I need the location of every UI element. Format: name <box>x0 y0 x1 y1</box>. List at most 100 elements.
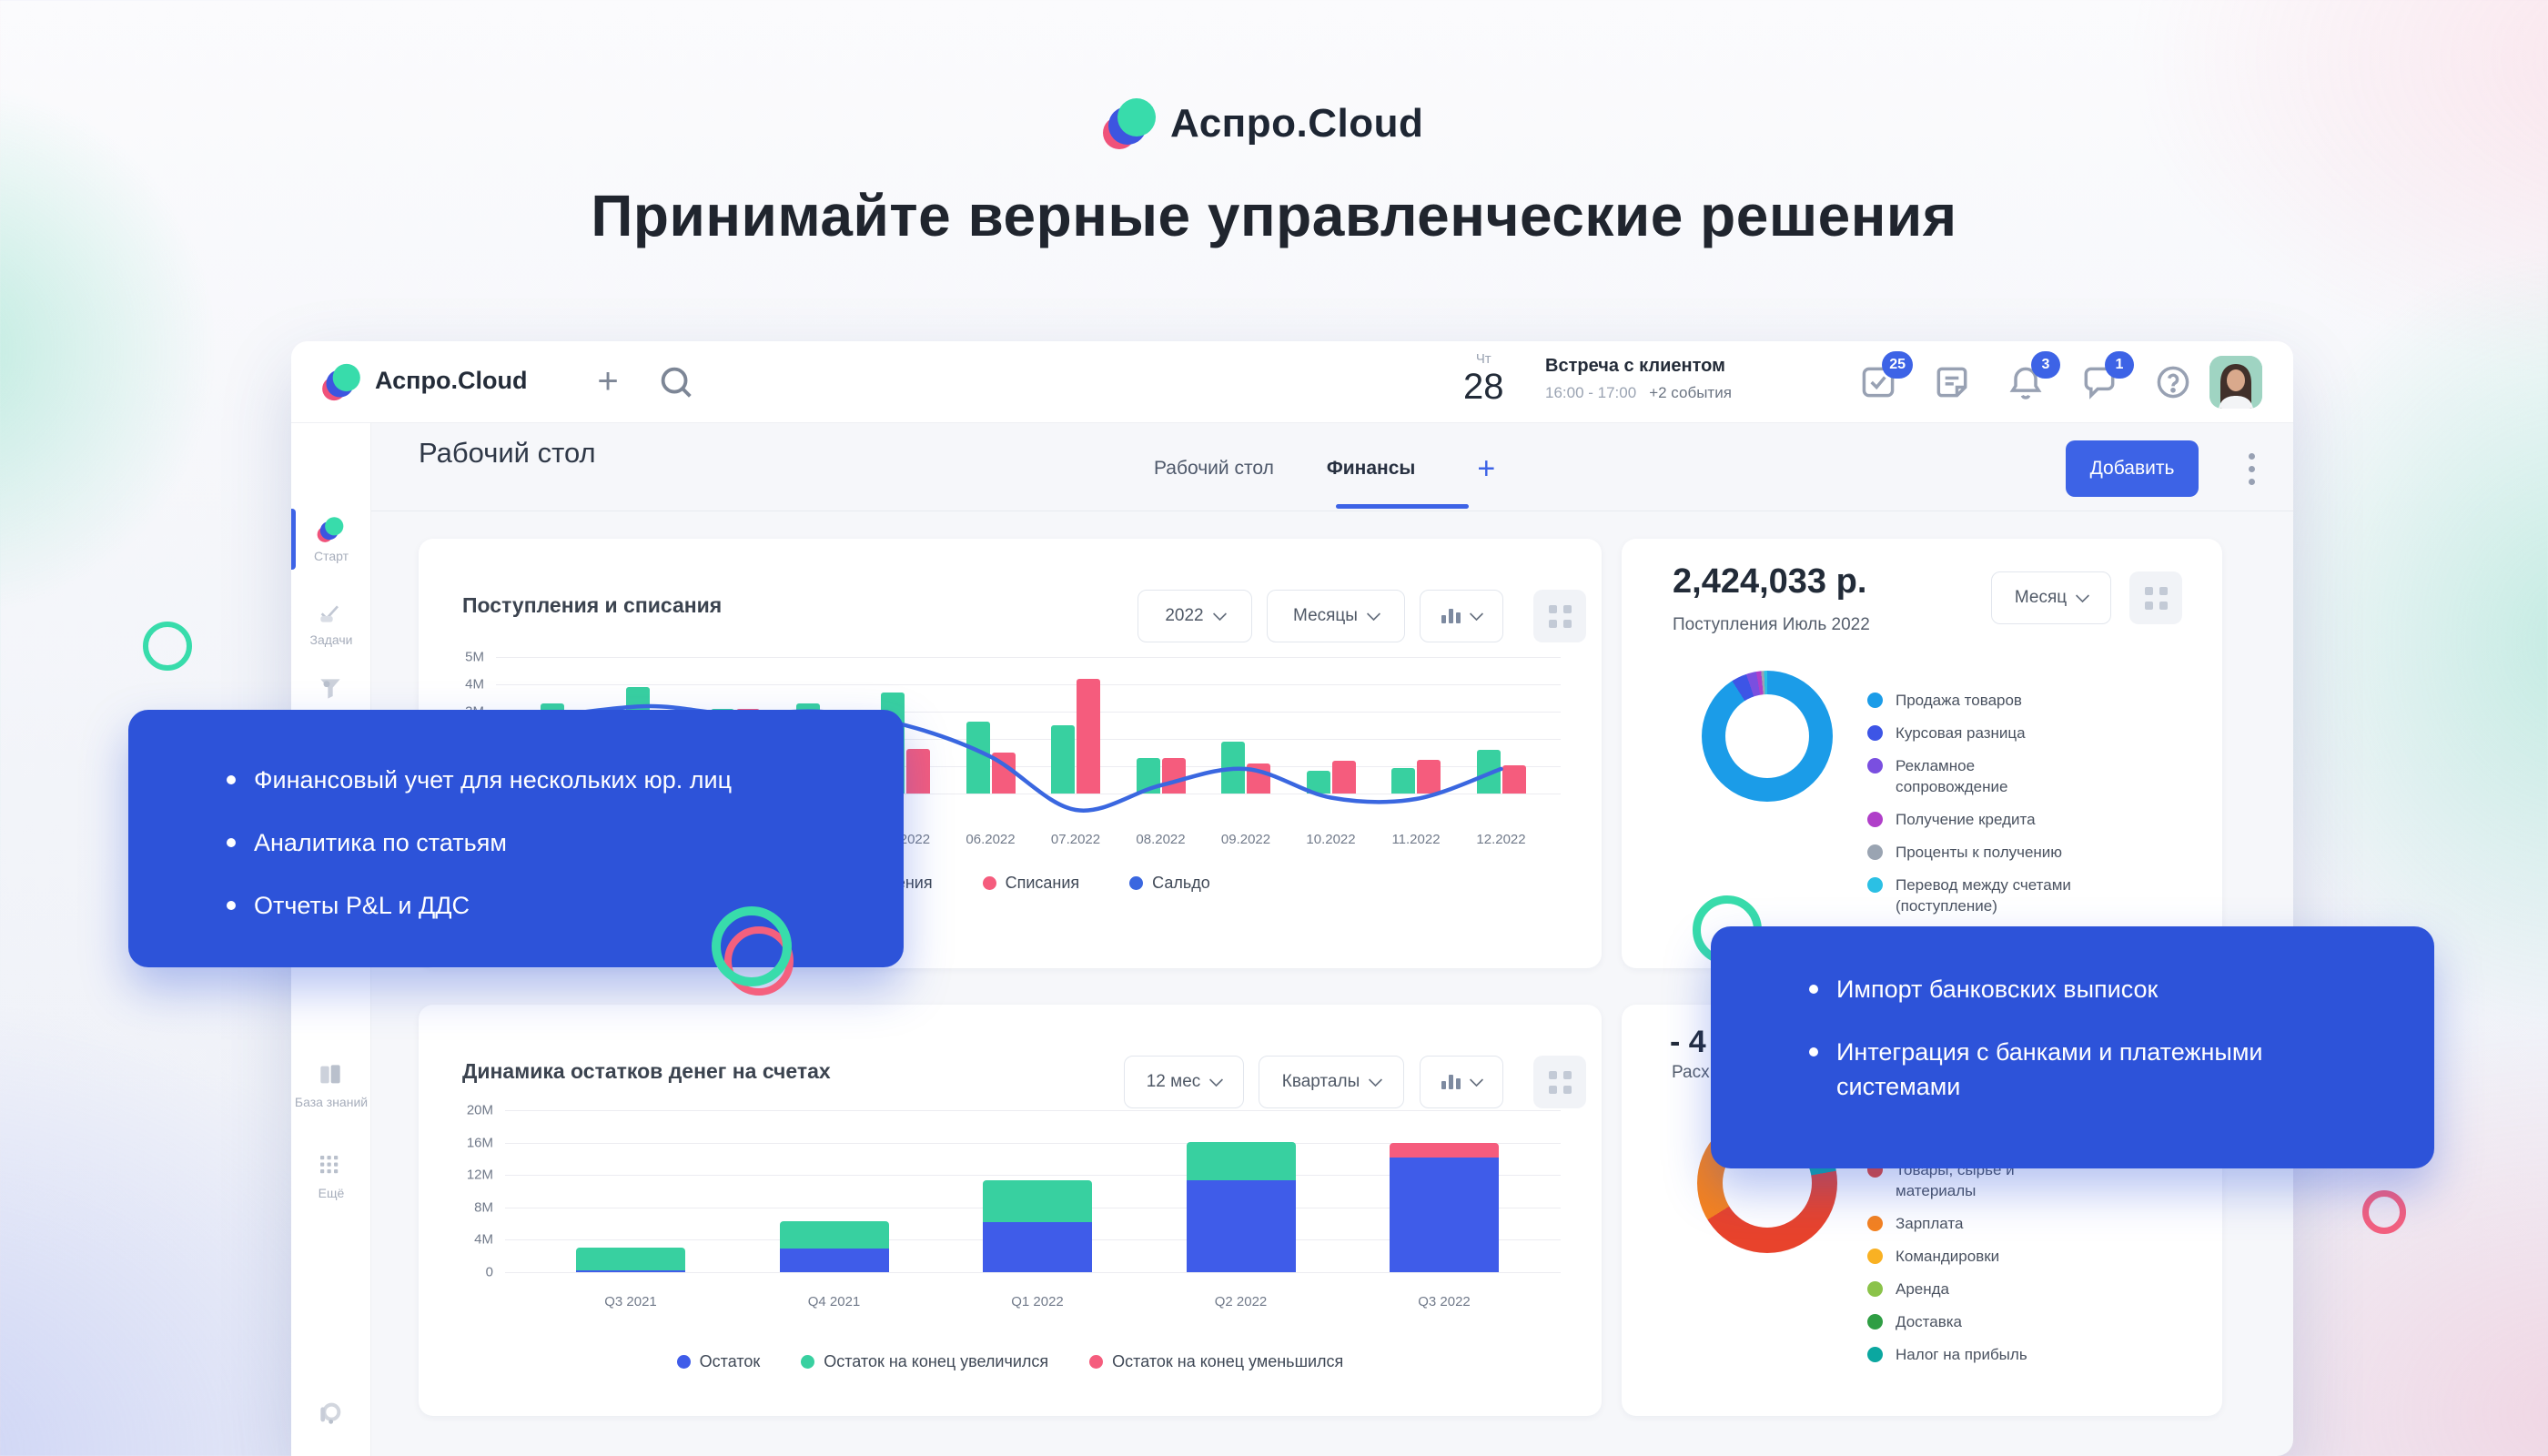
widget-drag-handle[interactable] <box>1533 590 1586 642</box>
bar-income <box>1391 767 1415 794</box>
legend-item: Курсовая разница <box>1867 723 2188 743</box>
legend-item: Перевод между счетами (поступление) <box>1867 875 2188 916</box>
bar-segment <box>1390 1157 1499 1272</box>
event-time: 16:00 - 17:00 <box>1545 384 1637 401</box>
user-avatar[interactable] <box>2209 356 2262 409</box>
app-logo-text: Аспро.Cloud <box>375 367 528 394</box>
decor-ring-teal-pair <box>712 906 792 986</box>
sidebar-item-more[interactable]: Ещё <box>291 1151 371 1201</box>
legend-label: Курсовая разница <box>1896 724 2026 742</box>
add-tab-button[interactable]: + <box>1477 450 1496 486</box>
bell-icon[interactable]: 3 <box>2006 351 2060 402</box>
legend-item: Остаток <box>676 1352 760 1371</box>
event-title: Встреча с клиентом <box>1545 356 1725 376</box>
grid-line <box>505 1110 1561 1111</box>
y-tick: 5M <box>465 649 484 665</box>
range-select[interactable]: 12 мес <box>1124 1056 1244 1108</box>
legend-item: Получение кредита <box>1867 809 2188 830</box>
legend-item: Командировки <box>1867 1246 2188 1267</box>
widget-drag-handle[interactable] <box>1533 1056 1586 1108</box>
topbar-icons: 25 3 1 <box>1858 351 2193 402</box>
calendar-date[interactable]: Чт 28 <box>1463 351 1504 408</box>
legend-dot <box>1867 758 1883 774</box>
bar-expense <box>1161 758 1186 794</box>
calendar-weekday: Чт <box>1475 351 1491 367</box>
hero-heading: Принимайте верные управленческие решения <box>591 183 1957 248</box>
legend-label: Перевод между счетами (поступление) <box>1896 876 2071 915</box>
chart-type-select[interactable] <box>1420 1056 1503 1108</box>
x-tick: 10.2022 <box>1306 832 1356 847</box>
chart-type-select[interactable] <box>1420 590 1503 642</box>
page-title: Рабочий стол <box>419 437 596 469</box>
bar-chart-icon <box>1441 609 1461 623</box>
period-select[interactable]: Месяцы <box>1267 590 1405 642</box>
y-tick: 8M <box>474 1199 493 1216</box>
sidebar-item-start[interactable]: Старт <box>291 509 371 570</box>
grid-line <box>496 657 1561 658</box>
legend-dot <box>1867 1314 1883 1330</box>
expenses-subtitle: Расх <box>1672 1063 1710 1082</box>
legend-label: Налог на прибыль <box>1896 1346 2027 1363</box>
sidebar-item-integrations[interactable] <box>291 1399 371 1433</box>
balance-chart-title: Динамика остатков денег на счетах <box>462 1059 831 1083</box>
legend-label: Сальдо <box>1152 874 1210 892</box>
bar-segment <box>1186 1180 1296 1272</box>
legend-dot <box>1867 725 1883 741</box>
grid-line <box>505 1142 1561 1144</box>
legend-item: Сальдо <box>1129 874 1210 893</box>
messages-badge: 1 <box>2105 351 2134 379</box>
tab-finance[interactable]: Финансы <box>1326 458 1416 479</box>
legend-dot <box>676 1355 691 1369</box>
bar-expense <box>1417 759 1441 794</box>
legend-dot <box>1867 812 1883 827</box>
legend-item: Остаток на конец уменьшился <box>1089 1352 1343 1371</box>
bar-segment <box>1186 1141 1296 1181</box>
x-tick: 07.2022 <box>1050 832 1101 847</box>
bar-income <box>1221 742 1245 794</box>
bar-expense <box>1502 764 1526 794</box>
more-options-icon[interactable] <box>2233 443 2270 494</box>
callout-bullet: Отчеты P&L и ДДС <box>227 888 867 923</box>
sidebar-item-kb[interactable]: База знаний <box>291 1060 371 1110</box>
x-tick: 06.2022 <box>966 832 1016 847</box>
search-icon[interactable] <box>655 361 697 403</box>
x-tick: Q2 2022 <box>1214 1294 1268 1309</box>
x-tick: 09.2022 <box>1220 832 1271 847</box>
y-tick: 4M <box>465 676 484 693</box>
create-button[interactable]: + <box>597 360 619 401</box>
tasks-check-icon[interactable]: 25 <box>1858 351 1913 402</box>
sidebar-item-label: Задачи <box>309 632 353 647</box>
event-widget[interactable]: Встреча с клиентом 16:00 - 17:00 +2 событ… <box>1545 356 1732 402</box>
legend-label: Списания <box>1005 874 1080 892</box>
bar-expense <box>991 753 1016 794</box>
bar-expense <box>1247 763 1270 794</box>
period-select[interactable]: Кварталы <box>1259 1056 1404 1108</box>
legend-label: Рекламное сопровождение <box>1896 757 2008 795</box>
integrations-icon <box>316 1399 347 1430</box>
sidebar-item-label: Ещё <box>318 1186 345 1200</box>
legend-label: Доставка <box>1896 1313 1963 1330</box>
chat-icon[interactable]: 1 <box>2079 351 2134 402</box>
expenses-total-value: - 4 <box>1670 1025 1706 1059</box>
notes-icon[interactable] <box>1932 362 1972 402</box>
active-tab-underline <box>1336 504 1469 509</box>
tab-desktop[interactable]: Рабочий стол <box>1154 458 1274 479</box>
callout-bullet: Импорт банковских выписок <box>1809 972 2398 1006</box>
event-more: +2 события <box>1649 384 1732 401</box>
year-select[interactable]: 2022 <box>1138 590 1252 642</box>
bar-income <box>966 721 990 794</box>
chevron-down-icon <box>2075 588 2090 602</box>
widget-drag-handle[interactable] <box>2129 571 2182 624</box>
calendar-day: 28 <box>1463 367 1504 407</box>
add-widget-button[interactable]: Добавить <box>2066 440 2199 497</box>
legend-dot <box>1089 1355 1104 1369</box>
month-select[interactable]: Месяц <box>1991 571 2111 624</box>
hero-logo-text: Аспро.Cloud <box>1170 101 1424 146</box>
bar-segment <box>779 1220 889 1249</box>
tasks-badge: 25 <box>1882 351 1913 379</box>
help-icon[interactable] <box>2153 362 2193 402</box>
x-tick: 11.2022 <box>1391 832 1441 847</box>
x-tick: 08.2022 <box>1136 832 1186 847</box>
legend-dot <box>1867 1249 1883 1264</box>
sidebar-item-tasks[interactable]: Задачи <box>291 598 371 648</box>
